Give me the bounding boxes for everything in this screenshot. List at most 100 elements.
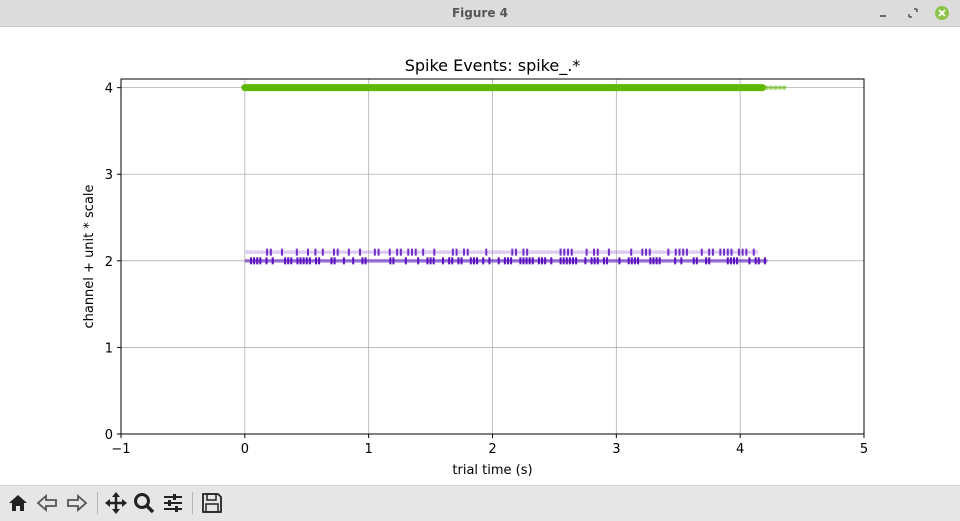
spike-marker <box>732 257 735 265</box>
configure-subplots-icon <box>164 494 182 512</box>
spike-marker <box>760 85 765 90</box>
spike-marker <box>427 250 432 255</box>
spike-marker <box>282 250 287 255</box>
toolbar-separator <box>192 492 193 514</box>
zoom-icon <box>134 493 155 514</box>
spike-marker <box>352 257 355 265</box>
toolbar-separator <box>97 492 98 514</box>
spike-marker <box>332 248 335 256</box>
spike-marker <box>731 250 736 255</box>
spike-marker <box>358 248 361 256</box>
spike-marker <box>711 248 714 256</box>
spike-marker <box>253 257 256 265</box>
spike-marker <box>488 257 491 265</box>
spike-marker <box>269 248 272 256</box>
spike-marker <box>438 250 443 255</box>
series-0 <box>241 84 787 92</box>
spike-marker <box>432 257 435 265</box>
figure-canvas[interactable]: −1 0 1 2 3 4 5 0 1 2 3 4 Spike Events: spike_.* trial… <box>0 27 960 485</box>
spike-marker <box>457 257 460 265</box>
save-button[interactable] <box>200 491 224 515</box>
forward-button[interactable] <box>65 491 89 515</box>
spike-marker <box>361 257 364 265</box>
spike-marker <box>579 250 584 255</box>
spike-marker <box>360 250 365 255</box>
spike-marker <box>737 248 740 256</box>
spike-marker <box>455 248 458 256</box>
spike-marker <box>741 248 744 256</box>
spike-marker <box>510 257 513 265</box>
y-tick-label: 4 <box>105 82 113 97</box>
spike-marker <box>746 250 751 255</box>
x-tick-label: 0 <box>241 442 249 457</box>
spike-marker <box>472 257 475 265</box>
spike-marker <box>301 250 306 255</box>
spike-marker <box>501 250 506 255</box>
home-icon <box>9 495 27 511</box>
spike-marker <box>390 250 395 255</box>
spike-marker <box>330 257 333 265</box>
spike-marker <box>511 248 514 256</box>
spike-marker <box>315 257 318 265</box>
spike-marker <box>528 257 531 265</box>
configure-subplots-button[interactable] <box>161 491 185 515</box>
spike-marker <box>752 248 755 256</box>
spike-marker <box>460 257 463 265</box>
maximize-button[interactable] <box>904 4 922 22</box>
x-axis-label: trial time (s) <box>452 463 532 478</box>
spike-marker <box>290 257 293 265</box>
spike-marker <box>645 248 648 256</box>
spike-marker <box>708 257 711 265</box>
spike-marker <box>494 250 499 255</box>
x-tick-label: 2 <box>488 442 496 457</box>
spike-marker <box>265 257 268 265</box>
minimize-button[interactable] <box>874 4 892 22</box>
spike-marker <box>631 250 636 255</box>
spike-marker <box>531 250 536 255</box>
spike-marker <box>519 257 522 265</box>
spike-marker <box>414 248 417 256</box>
spike-marker <box>422 248 425 256</box>
spike-marker <box>648 248 651 256</box>
spike-marker <box>674 248 677 256</box>
spike-marker <box>575 250 580 255</box>
spike-marker <box>613 250 618 255</box>
spike-marker <box>657 250 662 255</box>
spike-marker <box>506 257 509 265</box>
spike-marker <box>748 257 751 265</box>
spike-marker <box>607 248 610 256</box>
spike-marker <box>407 248 410 256</box>
spike-marker <box>271 257 274 265</box>
spike-marker <box>297 250 302 255</box>
zoom-button[interactable] <box>132 491 156 515</box>
spike-marker <box>538 250 543 255</box>
spike-marker <box>575 257 578 265</box>
spike-marker <box>736 257 739 265</box>
spike-marker <box>627 257 630 265</box>
spike-marker <box>763 257 766 265</box>
spike-marker <box>563 248 566 256</box>
spike-marker <box>598 250 603 255</box>
home-button[interactable] <box>6 491 30 515</box>
spike-marker <box>549 250 554 255</box>
spike-marker <box>515 248 518 256</box>
spike-marker <box>323 250 328 255</box>
back-button[interactable] <box>35 491 59 515</box>
spike-marker <box>694 250 699 255</box>
close-icon <box>935 6 949 20</box>
pan-button[interactable] <box>104 491 128 515</box>
spike-marker <box>593 257 596 265</box>
spike-marker <box>482 257 485 265</box>
spike-marker <box>341 250 346 255</box>
spike-marker <box>655 257 658 265</box>
spike-marker <box>451 248 454 256</box>
spike-marker <box>463 248 466 256</box>
spike-marker <box>318 257 321 265</box>
spike-marker <box>606 257 609 265</box>
spike-marker <box>571 257 574 265</box>
close-button[interactable] <box>933 4 951 22</box>
series-1 <box>245 248 759 256</box>
x-tick-label: 1 <box>365 442 373 457</box>
spike-marker <box>653 250 658 255</box>
